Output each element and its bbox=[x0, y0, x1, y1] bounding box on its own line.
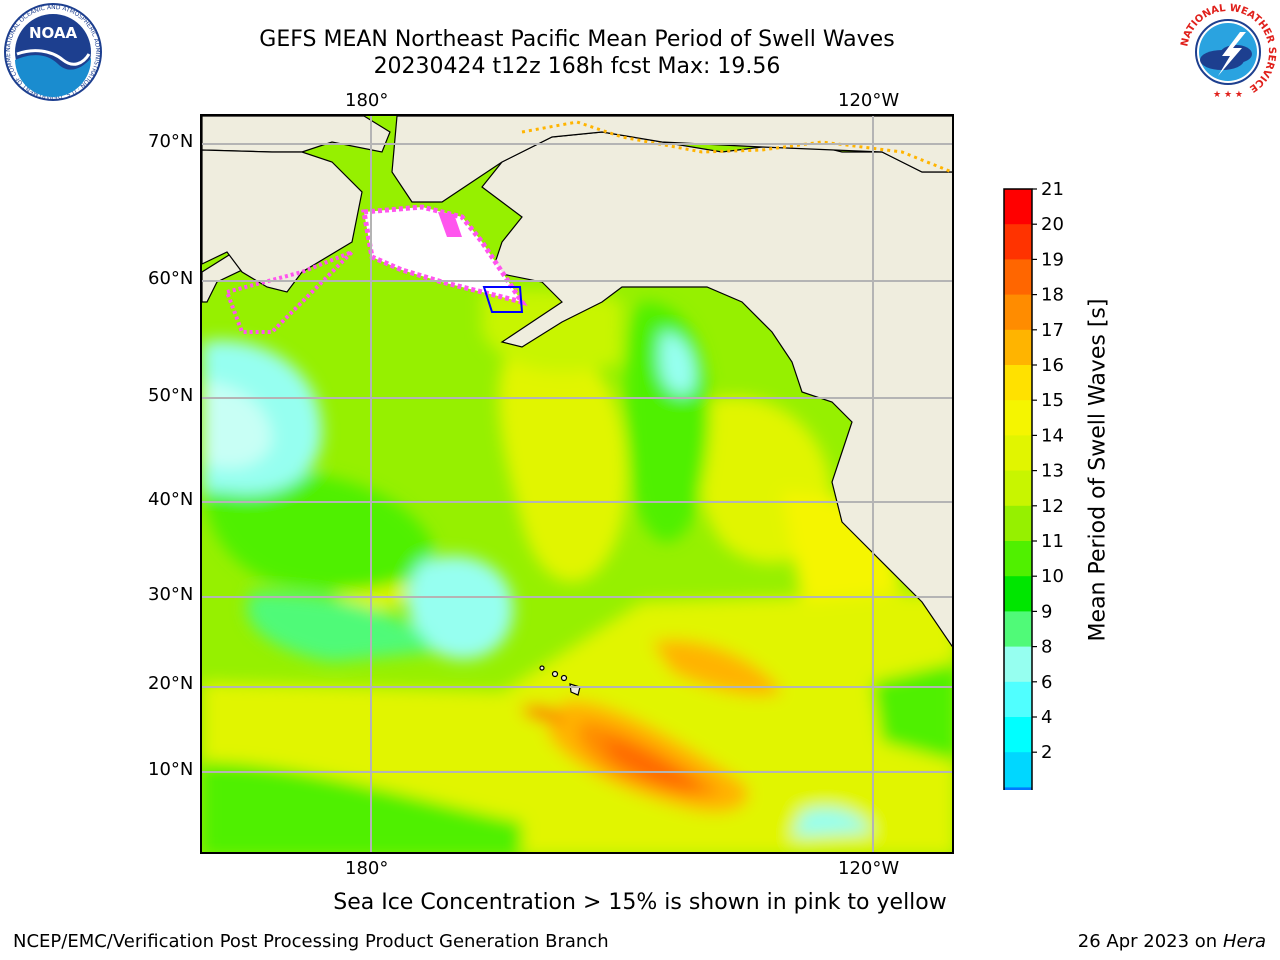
graticule bbox=[202, 116, 952, 852]
colorbar-bin bbox=[1004, 400, 1032, 436]
colorbar-bin bbox=[1004, 752, 1032, 788]
bottom-lon-label-120w: 120°W bbox=[838, 858, 900, 879]
colorbar-bin bbox=[1004, 505, 1032, 542]
machine-name: Hera bbox=[1222, 931, 1266, 952]
colorbar-tick-label: 13 bbox=[1041, 461, 1064, 482]
colorbar-tick-label: 17 bbox=[1041, 320, 1064, 341]
map-panel bbox=[200, 114, 954, 854]
lat-label-70n: 70°N bbox=[148, 131, 194, 152]
credit-text: NCEP/EMC/Verification Post Processing Pr… bbox=[13, 931, 609, 952]
top-lon-label-120w: 120°W bbox=[838, 90, 900, 111]
run-date-text: 26 Apr 2023 on bbox=[1077, 931, 1223, 952]
noaa-logo: NATIONAL OCEANIC AND ATMOSPHERIC ADMINIS… bbox=[1, 0, 103, 102]
colorbar-bin bbox=[1004, 329, 1032, 366]
sea-ice-note: Sea Ice Concentration > 15% is shown in … bbox=[333, 890, 947, 915]
colorbar-bin bbox=[1004, 576, 1032, 612]
colorbar-bin bbox=[1004, 365, 1032, 401]
colorbar-bin bbox=[1004, 541, 1032, 577]
colorbar-tick-label: 4 bbox=[1041, 707, 1052, 728]
colorbar-bin bbox=[1004, 470, 1032, 507]
colorbar-bin bbox=[1004, 717, 1032, 753]
colorbar-bin bbox=[1004, 787, 1032, 824]
colorbar-tick-label: 6 bbox=[1041, 672, 1052, 693]
colorbar-tick-label: 19 bbox=[1041, 249, 1064, 270]
colorbar-tick-label: 20 bbox=[1041, 214, 1064, 235]
lat-label-10n: 10°N bbox=[148, 759, 194, 780]
bottom-lon-label-180: 180° bbox=[345, 858, 389, 879]
colorbar-label: Mean Period of Swell Waves [s] bbox=[1085, 298, 1111, 642]
colorbar-tick-label: 11 bbox=[1041, 531, 1064, 552]
colorbar-bin bbox=[1004, 294, 1032, 331]
colorbar-tick-label: 14 bbox=[1041, 425, 1064, 446]
colorbar-tick-label: 8 bbox=[1041, 637, 1052, 658]
colorbar-tick-label: 15 bbox=[1041, 390, 1064, 411]
colorbar-bin bbox=[1004, 435, 1032, 472]
lat-label-50n: 50°N bbox=[148, 385, 194, 406]
lat-label-40n: 40°N bbox=[148, 489, 194, 510]
colorbar-bin bbox=[1004, 611, 1032, 648]
map-subtitle: 20230424 t12z 168h fcst Max: 19.56 bbox=[373, 54, 781, 79]
colorbar-bin bbox=[1004, 224, 1032, 260]
colorbar-bin bbox=[1004, 189, 1032, 225]
colorbar-bin bbox=[1004, 681, 1032, 718]
sea-ice-region bbox=[224, 120, 952, 334]
lat-label-60n: 60°N bbox=[148, 268, 194, 289]
colorbar-tick-label: 16 bbox=[1041, 355, 1064, 376]
noaa-logo-text: NOAA bbox=[29, 24, 78, 42]
colorbar-bin bbox=[1004, 259, 1032, 296]
colorbar-bin bbox=[1004, 646, 1032, 683]
map-title: GEFS MEAN Northeast Pacific Mean Period … bbox=[259, 27, 895, 52]
colorbar: 21 20 19 18 17 16 15 14 13 12 11 10 9 8 6 4 2 bbox=[990, 179, 1070, 853]
lat-label-20n: 20°N bbox=[148, 673, 194, 694]
colorbar-tick-label: 12 bbox=[1041, 496, 1064, 517]
run-date: 26 Apr 2023 on Hera bbox=[1078, 931, 1266, 952]
lat-label-30n: 30°N bbox=[148, 584, 194, 605]
colorbar-tick-label: 21 bbox=[1041, 180, 1064, 200]
colorbar-tick-label: 10 bbox=[1041, 566, 1064, 587]
colorbar-tick-label: 18 bbox=[1041, 285, 1064, 306]
nws-logo: NATIONAL WEATHER SERVICE ★ ★ ★ bbox=[1178, 2, 1278, 102]
top-lon-label-180: 180° bbox=[345, 90, 389, 111]
colorbar-tick-label: 9 bbox=[1041, 601, 1052, 622]
svg-text:★ ★ ★: ★ ★ ★ bbox=[1213, 90, 1243, 100]
colorbar-tick-label: 2 bbox=[1041, 742, 1052, 763]
